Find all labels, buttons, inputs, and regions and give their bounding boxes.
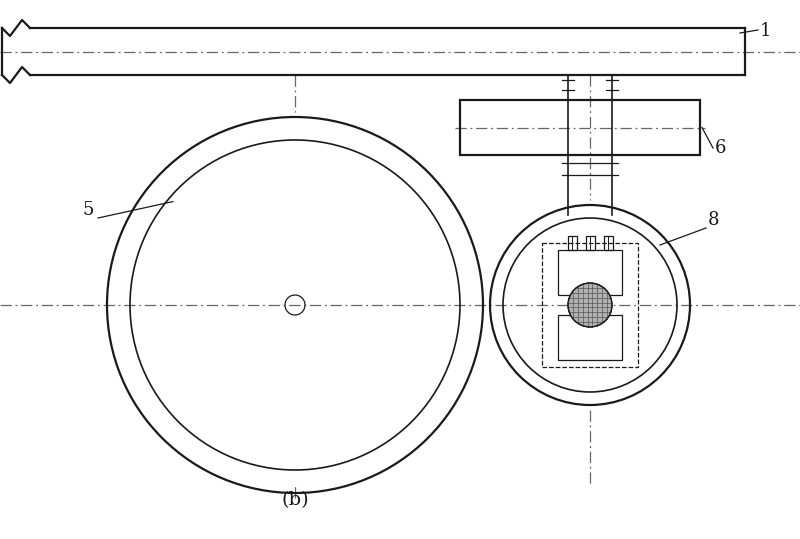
Bar [542,243,638,367]
Bar [586,236,594,250]
Text: 1: 1 [760,22,771,40]
Text: 5: 5 [82,201,94,219]
Bar [558,315,622,360]
Text: 6: 6 [715,139,726,157]
Text: (b): (b) [281,491,309,509]
Bar [603,236,613,250]
Circle shape [568,283,612,327]
Bar [460,100,700,155]
Bar [567,236,577,250]
Bar [558,250,622,295]
Text: 8: 8 [708,211,719,229]
